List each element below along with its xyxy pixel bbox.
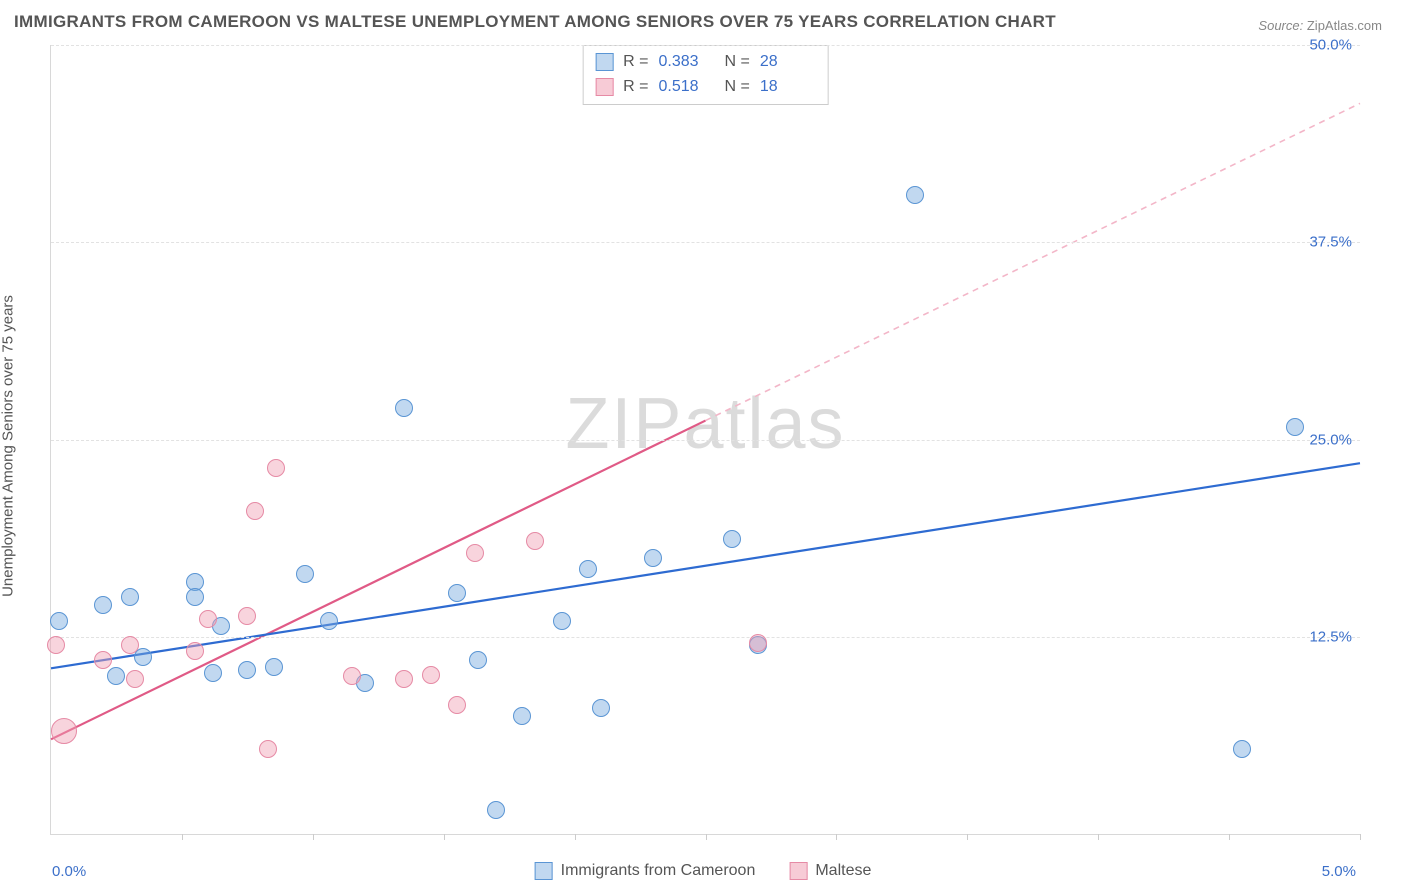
x-tick [1360,834,1361,840]
scatter-point [121,588,139,606]
y-tick-label: 50.0% [1309,37,1352,54]
scatter-point [343,667,361,685]
gridline [51,45,1360,46]
n-value-pink: 18 [760,75,816,100]
scatter-point [469,651,487,669]
scatter-point [513,707,531,725]
scatter-point [238,607,256,625]
scatter-point [267,459,285,477]
gridline [51,637,1360,638]
scatter-point [47,636,65,654]
legend-item-blue: Immigrants from Cameroon [535,862,756,880]
source-label: Source: [1258,18,1303,33]
y-tick-label: 25.0% [1309,431,1352,448]
scatter-point [121,636,139,654]
n-label: N = [725,50,750,75]
x-tick [575,834,576,840]
scatter-point [723,530,741,548]
x-tick [1098,834,1099,840]
x-tick [706,834,707,840]
scatter-point [246,502,264,520]
x-tick [182,834,183,840]
scatter-point [395,670,413,688]
scatter-point [466,544,484,562]
x-tick [313,834,314,840]
x-tick [444,834,445,840]
swatch-pink-icon [595,78,613,96]
scatter-point [644,549,662,567]
stats-row-pink: R = 0.518 N = 18 [595,75,816,100]
scatter-point [395,399,413,417]
scatter-point [1233,740,1251,758]
scatter-point [579,560,597,578]
source-value: ZipAtlas.com [1307,18,1382,33]
scatter-point [448,696,466,714]
n-value-blue: 28 [760,50,816,75]
scatter-point [204,664,222,682]
gridline [51,242,1360,243]
chart-title: IMMIGRANTS FROM CAMEROON VS MALTESE UNEM… [14,12,1056,32]
bottom-legend: Immigrants from Cameroon Maltese [535,862,872,880]
scatter-point [126,670,144,688]
scatter-point [422,666,440,684]
source-attribution: Source: ZipAtlas.com [1258,18,1382,33]
y-axis-title: Unemployment Among Seniors over 75 years [0,295,17,597]
r-value-pink: 0.518 [659,75,715,100]
scatter-point [1286,418,1304,436]
scatter-point [94,596,112,614]
x-origin-label: 0.0% [52,863,86,880]
legend-label-pink: Maltese [815,862,871,880]
scatter-point [199,610,217,628]
scatter-point [50,612,68,630]
r-value-blue: 0.383 [659,50,715,75]
r-label: R = [623,75,648,100]
scatter-point [238,661,256,679]
legend-label-blue: Immigrants from Cameroon [561,862,756,880]
n-label: N = [725,75,750,100]
x-tick [836,834,837,840]
swatch-pink-icon [789,862,807,880]
y-tick-label: 12.5% [1309,628,1352,645]
stats-row-blue: R = 0.383 N = 28 [595,50,816,75]
gridline [51,440,1360,441]
swatch-blue-icon [595,53,613,71]
x-tick [967,834,968,840]
scatter-point [51,718,77,744]
scatter-point [592,699,610,717]
scatter-point [265,658,283,676]
trend-line [706,103,1361,420]
r-label: R = [623,50,648,75]
scatter-point [259,740,277,758]
swatch-blue-icon [535,862,553,880]
scatter-point [296,565,314,583]
trend-line [51,421,706,740]
scatter-point [186,588,204,606]
scatter-point [107,667,125,685]
scatter-point [186,642,204,660]
scatter-point [749,634,767,652]
scatter-point [448,584,466,602]
scatter-point [553,612,571,630]
legend-item-pink: Maltese [789,862,871,880]
scatter-point [906,186,924,204]
scatter-point [487,801,505,819]
scatter-point [94,651,112,669]
scatter-point [320,612,338,630]
x-tick [1229,834,1230,840]
stats-legend-box: R = 0.383 N = 28 R = 0.518 N = 18 [582,45,829,105]
scatter-point [134,648,152,666]
plot-area: ZIPatlas R = 0.383 N = 28 R = 0.518 N = … [50,45,1360,835]
y-tick-label: 37.5% [1309,234,1352,251]
x-max-label: 5.0% [1322,863,1356,880]
scatter-point [526,532,544,550]
